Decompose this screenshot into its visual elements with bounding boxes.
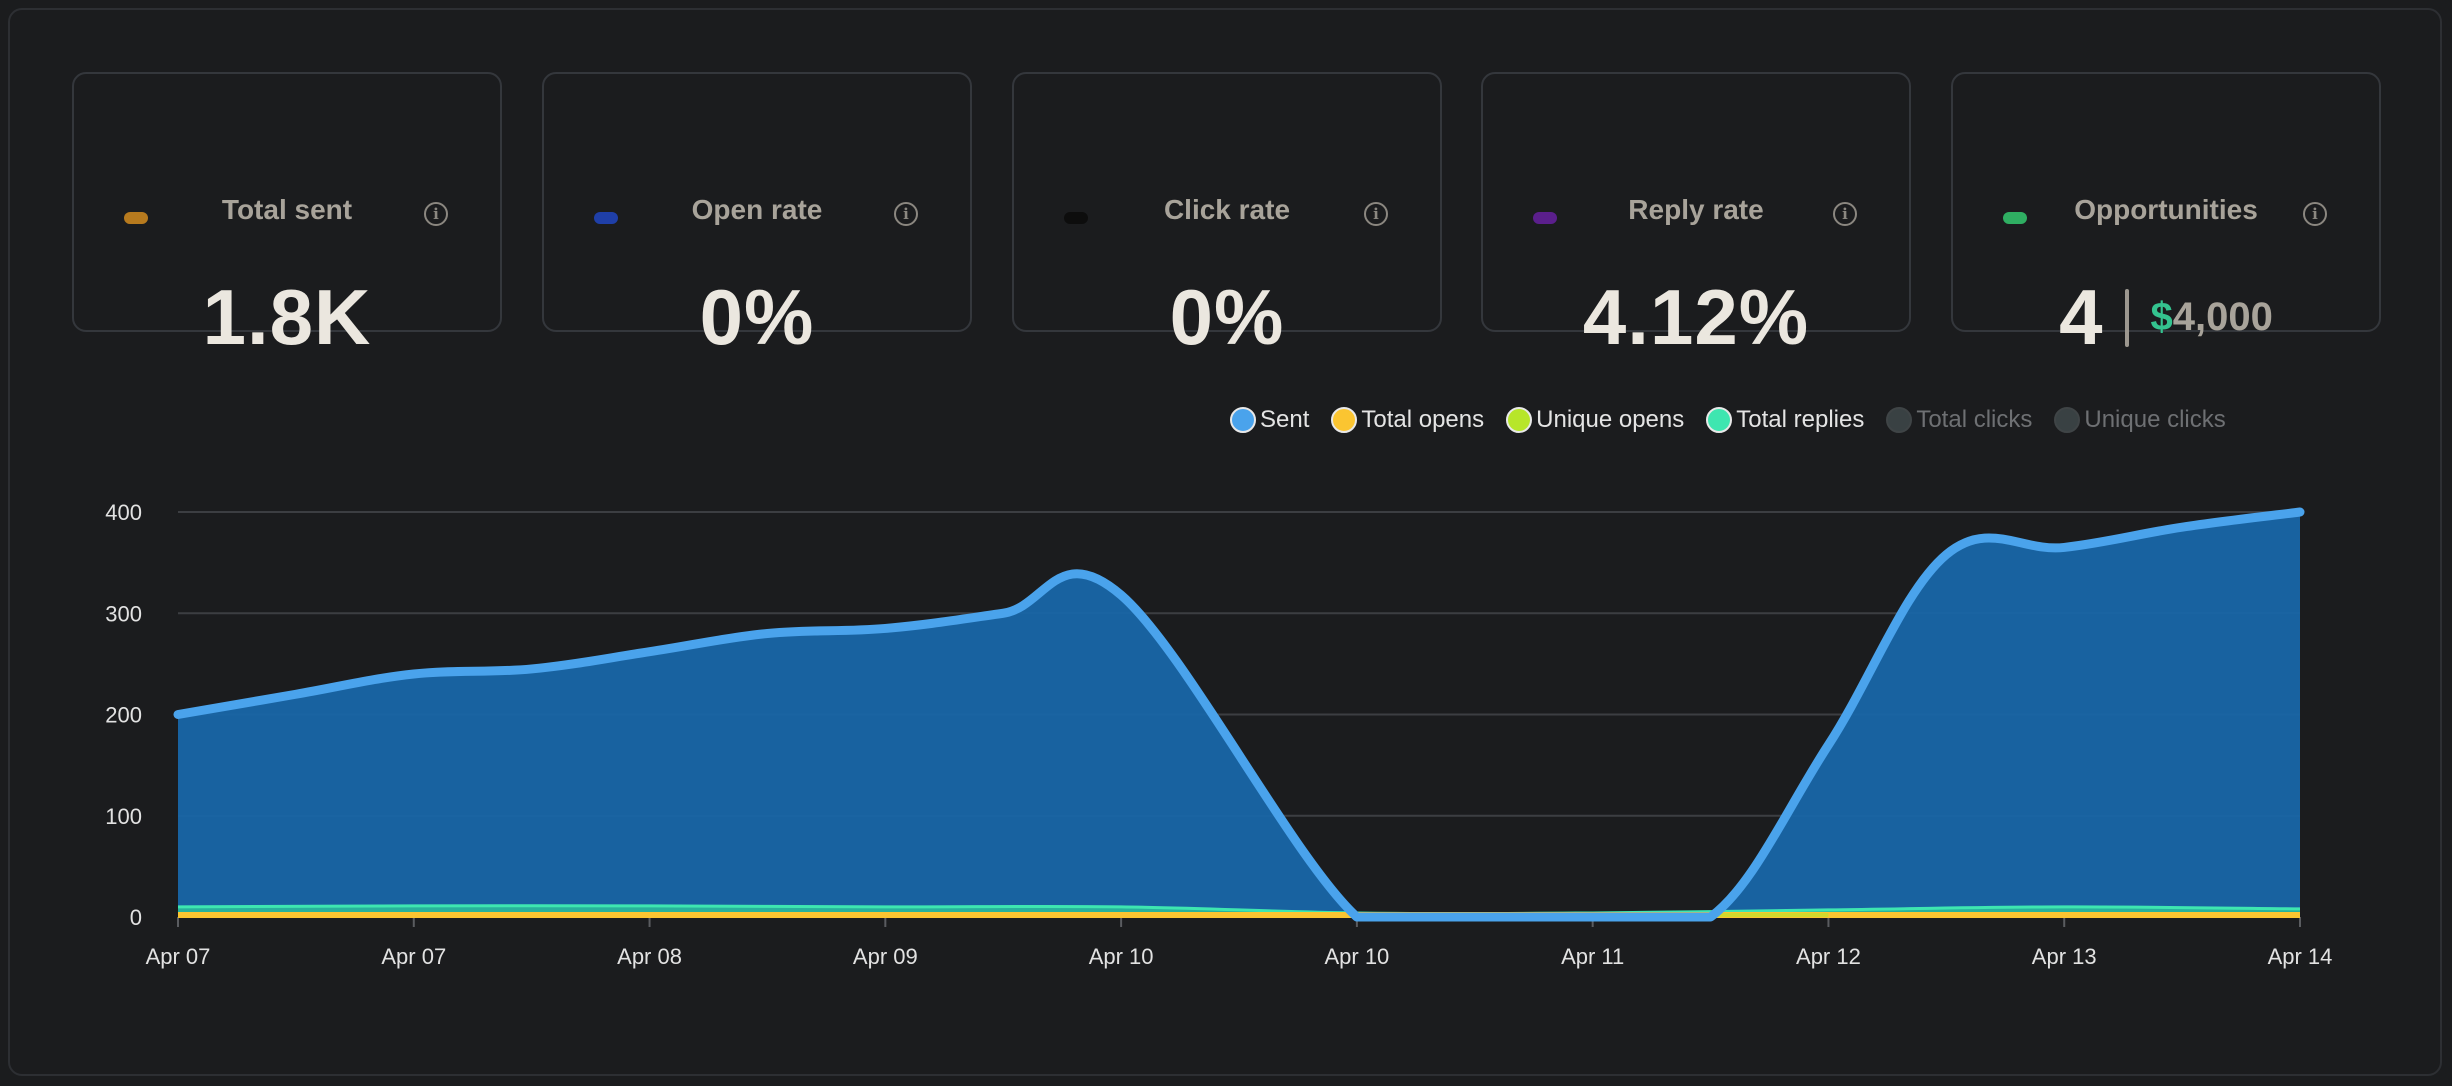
opportunities-value: 4 $4,000 [1953, 272, 2379, 363]
click-rate-dot [1064, 212, 1088, 224]
info-icon[interactable]: i [1833, 202, 1857, 226]
x-tick-label: Apr 10 [1089, 944, 1154, 969]
card-reply-rate: Reply rate i 4.12% [1481, 72, 1911, 361]
info-icon[interactable]: i [424, 202, 448, 226]
opportunities-count: 4 [2059, 273, 2103, 361]
card-value: 4.12% [1582, 273, 1810, 361]
legend-item-total-opens[interactable]: Total opens [1331, 406, 1484, 434]
card-value: 0% [1169, 273, 1285, 361]
legend-swatch [1886, 407, 1913, 433]
x-tick-label: Apr 12 [1796, 944, 1861, 969]
card-open-rate: Open rate i 0% [542, 72, 972, 361]
info-icon[interactable]: i [894, 202, 918, 226]
x-tick-label: Apr 07 [146, 944, 211, 969]
card-value: 1.8K [202, 273, 372, 361]
card-label: Reply rate [1628, 194, 1764, 225]
card-value: 0% [699, 273, 815, 361]
currency-symbol: $ [2150, 295, 2173, 339]
y-tick-label: 0 [130, 905, 142, 930]
card-total-sent: Total sent i 1.8K [72, 72, 502, 361]
x-tick-label: Apr 07 [381, 944, 446, 969]
legend-label: Sent [1260, 406, 1310, 433]
x-tick-label: Apr 13 [2032, 944, 2097, 969]
card-label: Total sent [221, 194, 353, 225]
legend-label: Unique clicks [2084, 406, 2226, 433]
card-opportunities: Opportunities i 4 $4,000 [1951, 72, 2381, 361]
legend-swatch [1230, 407, 1256, 433]
legend-swatch [1506, 407, 1533, 433]
legend-item-total-clicks[interactable]: Total clicks [1886, 406, 2032, 434]
legend-label: Total replies [1736, 406, 1865, 433]
open-rate-dot [594, 212, 618, 224]
x-tick-label: Apr 09 [853, 944, 918, 969]
legend-swatch [1331, 407, 1358, 433]
info-icon[interactable]: i [1364, 202, 1388, 226]
legend-item-unique-opens[interactable]: Unique opens [1506, 406, 1684, 434]
card-label: Opportunities [2074, 194, 2258, 225]
total-replies-line [177, 904, 2301, 916]
card-label: Open rate [691, 194, 823, 225]
card-click-rate: Click rate i 0% [1012, 72, 1442, 361]
opportunities-dot [2003, 212, 2027, 224]
card-label: Click rate [1163, 194, 1291, 225]
legend-item-unique-clicks[interactable]: Unique clicks [2054, 406, 2226, 434]
y-tick-label: 400 [105, 500, 142, 525]
info-icon[interactable]: i [2303, 202, 2327, 226]
chart-legend: Sent Total opens Unique opens Total repl… [1230, 406, 2226, 434]
sent-area [178, 512, 2300, 917]
value-separator [2124, 288, 2129, 347]
y-tick-label: 200 [105, 703, 142, 728]
sent-line [173, 507, 2305, 922]
legend-label: Total clicks [1916, 406, 2033, 433]
amount-value: 4,000 [2172, 295, 2273, 339]
y-tick-label: 100 [105, 804, 142, 829]
legend-swatch [1706, 407, 1733, 433]
x-tick-label: Apr 08 [617, 944, 682, 969]
y-tick-label: 300 [105, 601, 142, 626]
reply-rate-dot [1533, 212, 1557, 224]
legend-label: Unique opens [1536, 406, 1685, 433]
x-tick-label: Apr 14 [2268, 944, 2333, 969]
opportunities-amount: $4,000 [2151, 295, 2273, 340]
legend-item-total-replies[interactable]: Total replies [1706, 406, 1864, 434]
legend-label: Total opens [1361, 406, 1485, 433]
legend-item-sent[interactable]: Sent [1230, 406, 1309, 434]
x-tick-label: Apr 11 [1561, 944, 1624, 969]
total-sent-dot [124, 212, 148, 224]
legend-swatch [2054, 407, 2081, 433]
x-tick-label: Apr 10 [1324, 944, 1389, 969]
